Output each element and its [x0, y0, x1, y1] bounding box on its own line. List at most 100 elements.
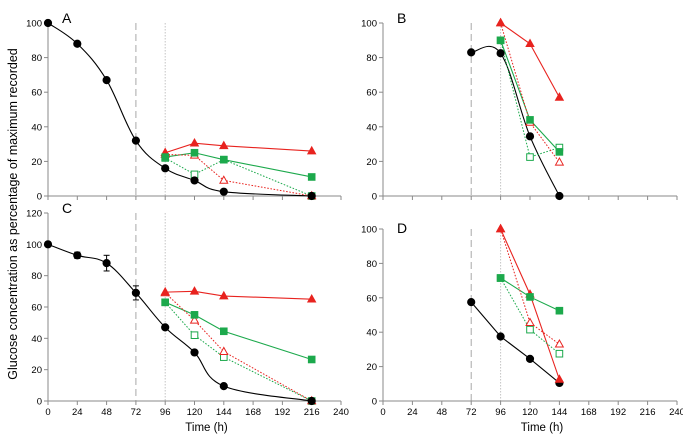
- data-point-black-filled-circle: [43, 18, 53, 28]
- data-point-red-filled-triangle: [495, 223, 506, 233]
- y-tick-label: 80: [31, 53, 42, 64]
- series-line-black-filled-circle: [47, 22, 312, 197]
- data-point-black-filled-circle: [525, 354, 535, 363]
- data-point-red-filled-triangle: [525, 38, 535, 48]
- y-tick-label: 80: [31, 271, 42, 282]
- data-point-red-open-triangle: [219, 175, 229, 184]
- data-point-black-filled-circle: [161, 164, 170, 173]
- data-point-green-open-square: [555, 349, 564, 358]
- x-tick-label: 240: [669, 407, 683, 418]
- x-tick-label: 192: [274, 407, 290, 418]
- series-line-green-open-square: [500, 40, 560, 158]
- data-point-red-filled-triangle: [189, 138, 200, 147]
- x-tick-label: 48: [101, 407, 112, 418]
- panel-d: 0 20 40 60 80 100 0 24 48 72 96 120 144 168 192 216 240 T…: [361, 220, 683, 434]
- data-point-red-open-triangle: [189, 315, 200, 324]
- data-point-green-filled-square: [190, 311, 199, 319]
- data-point-green-filled-square: [161, 153, 169, 161]
- series-line-green-open-square: [164, 301, 312, 402]
- x-tick-label: 120: [522, 407, 538, 418]
- x-tick-label: 96: [495, 407, 506, 418]
- series-line-green-filled-square: [164, 301, 312, 361]
- y-tick-label: 120: [26, 209, 42, 220]
- y-tick-label: 0: [37, 397, 42, 408]
- data-point-green-filled-square: [496, 274, 505, 282]
- y-tick-label: 60: [366, 88, 377, 99]
- data-point-green-filled-square: [496, 36, 505, 45]
- y-tick-label: 20: [366, 157, 377, 168]
- data-point-green-filled-square: [220, 155, 228, 164]
- data-point-red-filled-triangle: [189, 286, 200, 295]
- x-tick-label: 48: [437, 407, 448, 418]
- data-point-black-filled-circle: [102, 75, 111, 85]
- y-tick-label: 40: [31, 334, 42, 345]
- data-point-black-filled-circle: [219, 382, 228, 391]
- y-tick-label: 60: [31, 303, 42, 314]
- y-tick-label: 20: [366, 362, 377, 373]
- y-tick-label: 80: [366, 259, 377, 270]
- series-line-black-filled-circle: [47, 243, 312, 402]
- y-tick-label: 60: [366, 293, 377, 304]
- data-point-red-filled-triangle: [306, 145, 317, 155]
- data-point-black-filled-circle: [43, 240, 53, 249]
- y-tick-label: 100: [361, 225, 377, 236]
- series-line-red-filled-triangle: [165, 142, 312, 154]
- panel-label: D: [397, 220, 407, 236]
- x-tick-label: 0: [45, 407, 50, 418]
- series-line-black-filled-circle: [471, 45, 560, 197]
- y-tick-label: 40: [366, 328, 377, 339]
- data-point-black-filled-circle: [73, 251, 82, 260]
- data-point-red-open-triangle: [219, 346, 229, 355]
- x-tick-label: 96: [160, 407, 171, 418]
- y-tick-label: 20: [31, 365, 42, 376]
- x-tick-label: 0: [380, 407, 385, 418]
- x-tick-label: 24: [72, 407, 83, 418]
- data-point-red-filled-triangle: [219, 290, 229, 300]
- data-point-green-filled-square: [307, 173, 316, 181]
- data-point-black-filled-circle: [73, 39, 82, 48]
- panel-a: 0 20 40 60 80 100 A: [26, 10, 342, 203]
- data-point-green-filled-square: [555, 148, 564, 156]
- data-point-green-open-square: [526, 153, 534, 161]
- data-point-green-filled-square: [161, 298, 169, 307]
- data-point-green-open-square: [526, 325, 534, 334]
- data-point-green-filled-square: [526, 116, 534, 124]
- data-point-black-filled-circle: [555, 191, 564, 201]
- series-line-red-filled-triangle: [500, 22, 560, 98]
- y-tick-label: 100: [26, 19, 42, 30]
- x-tick-label: 216: [304, 407, 320, 418]
- x-tick-label: 192: [610, 407, 626, 418]
- data-point-black-filled-circle: [467, 48, 476, 57]
- x-tick-label: 120: [187, 407, 203, 418]
- data-point-black-filled-circle: [307, 191, 316, 201]
- data-point-black-filled-circle: [219, 187, 228, 196]
- series-line-green-filled-square: [165, 152, 312, 178]
- y-tick-label: 40: [366, 122, 377, 133]
- data-point-black-filled-circle: [161, 323, 170, 332]
- y-tick-label: 0: [372, 192, 377, 203]
- data-point-red-filled-triangle: [160, 286, 170, 296]
- y-tick-label: 80: [366, 53, 377, 64]
- data-point-black-filled-circle: [467, 298, 476, 307]
- data-point-green-filled-square: [190, 148, 199, 157]
- x-tick-label: 240: [333, 407, 349, 418]
- y-tick-label: 20: [31, 157, 42, 168]
- panel-b: 0 20 40 60 80 100 B: [361, 10, 678, 203]
- data-point-green-filled-square: [220, 327, 228, 336]
- data-point-black-filled-circle: [131, 136, 140, 145]
- series-line-red-filled-triangle: [165, 290, 312, 300]
- x-tick-label: 168: [245, 407, 261, 418]
- data-point-green-filled-square: [307, 355, 316, 364]
- data-point-black-filled-circle: [131, 288, 140, 297]
- y-tick-label: 60: [31, 88, 42, 99]
- series-line-black-filled-circle: [470, 301, 560, 384]
- series-line-green-open-square: [500, 277, 560, 355]
- data-point-black-filled-circle: [190, 348, 199, 357]
- y-tick-label: 40: [31, 122, 42, 133]
- data-point-black-filled-circle: [190, 176, 199, 185]
- data-point-red-filled-triangle: [554, 92, 565, 101]
- data-point-black-filled-circle: [525, 132, 535, 141]
- y-tick-label: 100: [26, 240, 42, 251]
- x-tick-label: 144: [551, 407, 567, 418]
